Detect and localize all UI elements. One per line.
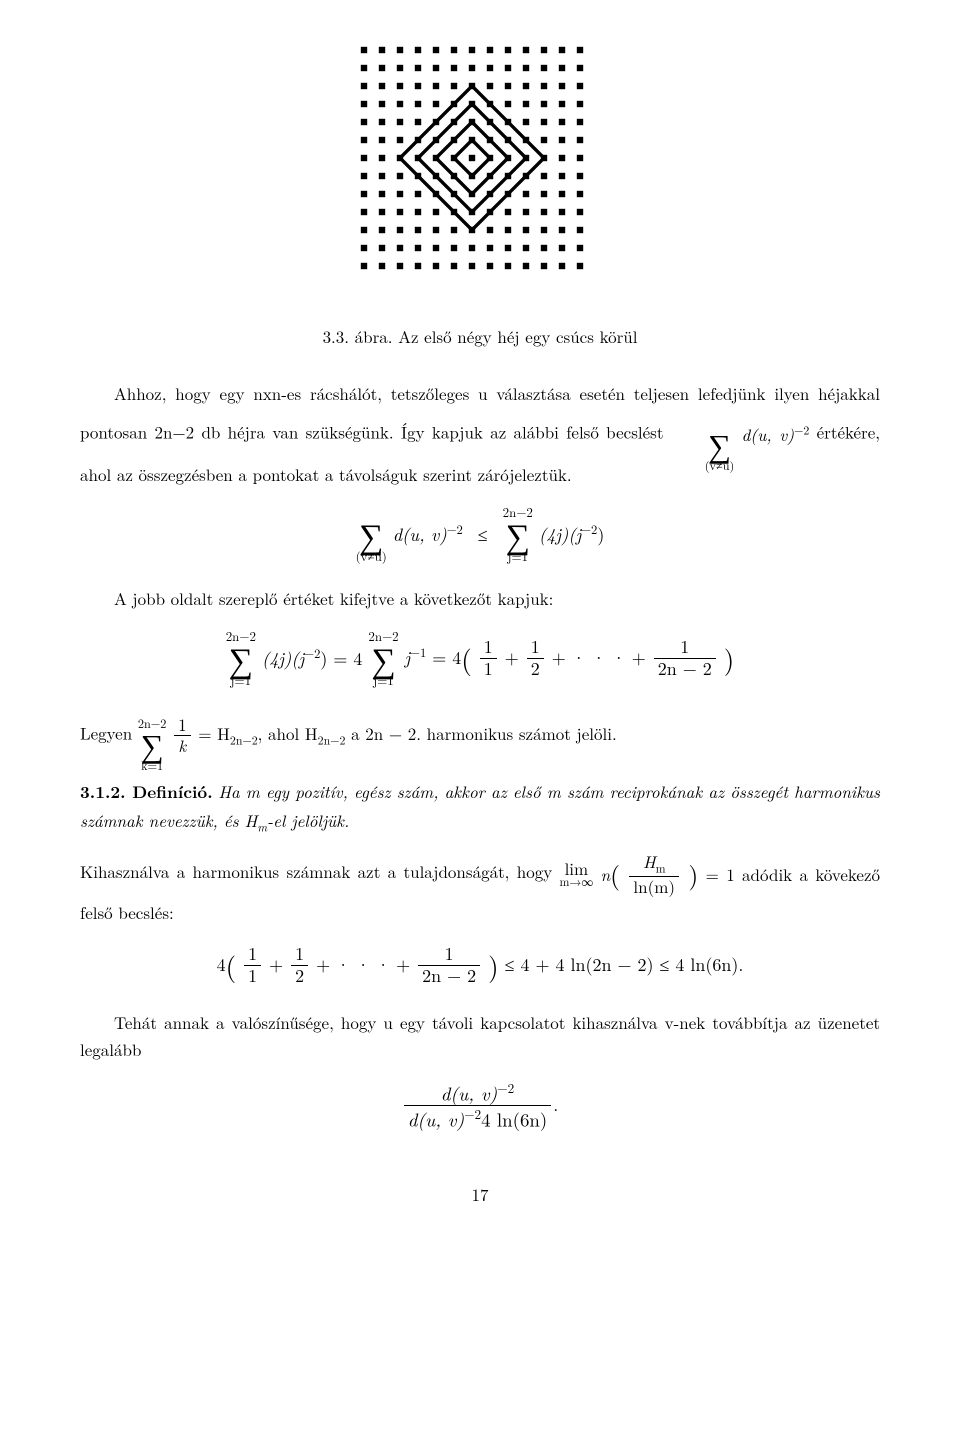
sum-inline-v-neq-u: ∑ (v≠u) [671, 418, 735, 472]
d-u-v: d(u, v) [742, 422, 795, 446]
definition-label: 3.1.2. Definíció. [80, 780, 213, 804]
paragraph-5: Tehát annak a valószínűsége, hogy u egy … [80, 1009, 880, 1063]
definition-3-1-2: 3.1.2. Definíció. Ha m egy pozitív, egés… [80, 778, 880, 837]
page-number: 17 [80, 1181, 880, 1208]
figure-caption-label: 3.3. ábra. [323, 324, 393, 348]
paragraph-1: Ahhoz, hogy egy nxn-es rácshálót, tetsző… [80, 380, 880, 488]
paragraph-4: Kihasználva a harmonikus számnak azt a t… [80, 853, 880, 926]
equation-1: ∑ (v≠u) d(u, v)−2 ≤ 2n−2 ∑ j=1 (4j)(j−2) [80, 506, 880, 563]
paragraph-2: A jobb oldalt szereplő értéket kifejtve … [80, 585, 880, 612]
figure-caption: 3.3. ábra. Az első négy héj egy csúcs kö… [80, 323, 880, 350]
eq2-sum-1: 2n−2 ∑ j=1 [226, 630, 256, 687]
eq1-sum-rhs: 2n−2 ∑ j=1 [503, 506, 533, 563]
p3-sum: 2n−2 ∑ k=1 [138, 717, 167, 771]
figure-diamond-grid [80, 40, 880, 299]
figure-caption-text: Az első négy héj egy csúcs körül [398, 324, 637, 348]
paragraph-3: Legyen 2n−2 ∑ k=1 1 k = H2n−2, ahol H2n−… [80, 709, 880, 763]
equation-4: d(u, v)−2 d(u, v)−24 ln(6n) . [80, 1081, 880, 1130]
equation-2: 2n−2 ∑ j=1 (4j)(j−2) = 4 2n−2 ∑ j=1 j−1 … [80, 630, 880, 687]
eq1-sum-lhs: ∑ (v≠u) [356, 506, 387, 563]
equation-3: 4( 1 1 + 1 2 + · · · + 1 2n − 2 ) ≤ 4 + … [80, 944, 880, 987]
eq2-sum-2: 2n−2 ∑ j=1 [368, 630, 398, 687]
